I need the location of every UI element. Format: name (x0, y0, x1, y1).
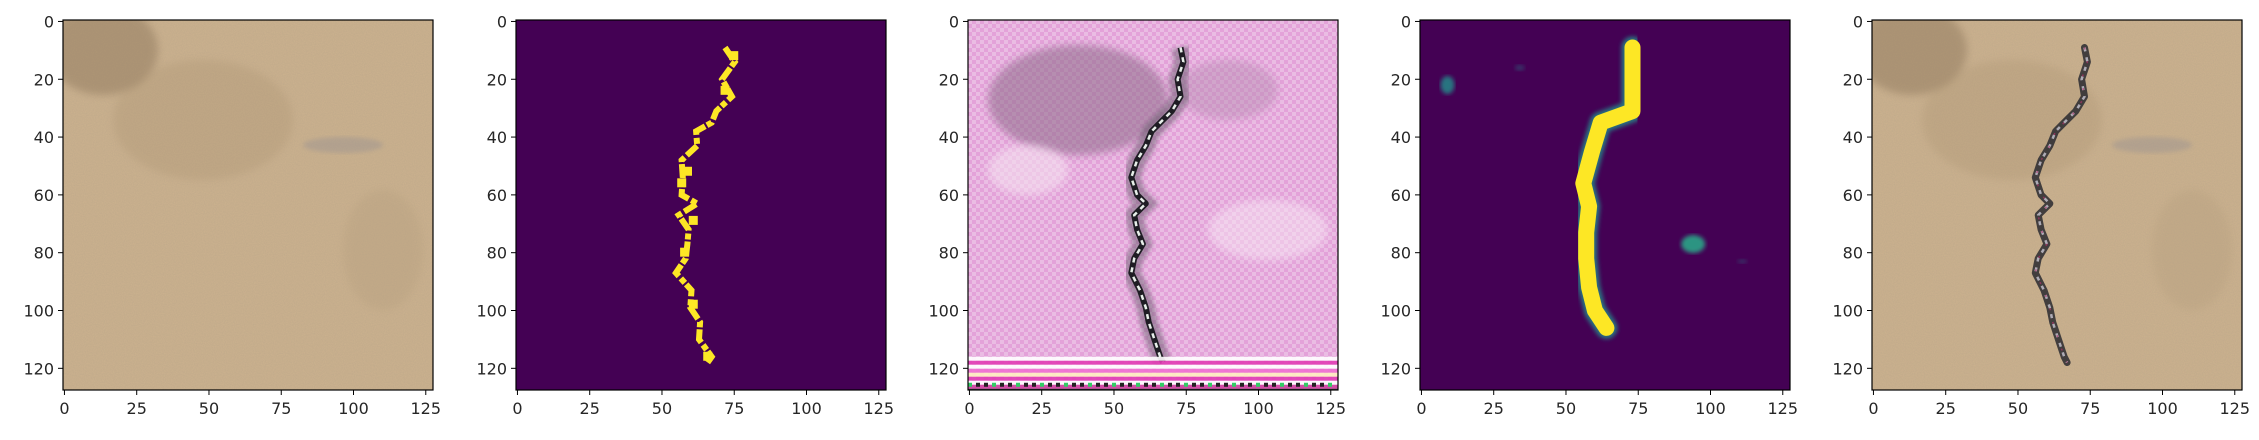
y-tick-label: 100 (476, 302, 507, 321)
x-tick-label: 25 (580, 399, 600, 418)
y-tick-label: 100 (23, 302, 54, 321)
generated-image (968, 20, 1338, 390)
x-tick-label: 25 (1936, 399, 1956, 418)
ground-truth-mask (516, 20, 886, 390)
y-tick-label: 0 (1401, 12, 1411, 31)
x-tick-label: 0 (1416, 399, 1426, 418)
x-tick-label: 100 (791, 399, 822, 418)
x-tick-label: 50 (2008, 399, 2028, 418)
y-tick-label: 80 (487, 244, 507, 263)
y-tick-label: 80 (34, 244, 54, 263)
panel-generated-image: 0 25 50 75 100 125 0 20 40 60 80 100 120 (928, 12, 1346, 418)
y-tick-label: 40 (487, 128, 507, 147)
y-tick-label: 60 (487, 186, 507, 205)
y-tick-label: 0 (44, 12, 54, 31)
y-tick-label: 40 (939, 128, 959, 147)
y-tick-label: 20 (1391, 70, 1411, 89)
axes-frame (1419, 19, 1791, 391)
y-tick-label: 40 (34, 128, 54, 147)
x-tick-label: 50 (652, 399, 672, 418)
y-tick-label: 60 (1843, 186, 1863, 205)
axes-frame (1871, 19, 2243, 391)
x-tick-label: 25 (127, 399, 147, 418)
y-tick-label: 100 (1832, 302, 1863, 321)
y-tick-label: 60 (34, 186, 54, 205)
axes-frame (62, 19, 434, 391)
y-tick-label: 120 (1832, 359, 1863, 378)
panel-predicted-mask: 0 25 50 75 100 125 0 20 40 60 80 100 120 (1380, 12, 1798, 418)
y-tick-label: 80 (939, 244, 959, 263)
x-tick-label: 100 (2147, 399, 2178, 418)
x-tick-label: 75 (271, 399, 291, 418)
x-tick-label: 50 (1104, 399, 1124, 418)
x-tick-label: 125 (864, 399, 895, 418)
predicted-mask (1420, 20, 1790, 390)
panel-input-image: 0 25 50 75 100 125 0 20 40 60 80 100 120 (23, 12, 442, 418)
y-tick-label: 20 (34, 70, 54, 89)
y-tick-label: 20 (487, 70, 507, 89)
panel-ground-truth-mask: 0 25 50 75 100 125 0 20 40 60 80 100 120 (476, 12, 894, 418)
x-tick-label: 125 (1316, 399, 1347, 418)
x-tick-label: 0 (964, 399, 974, 418)
y-tick-label: 120 (23, 359, 54, 378)
y-tick-label: 120 (476, 359, 507, 378)
x-tick-label: 50 (199, 399, 219, 418)
x-tick-label: 25 (1484, 399, 1504, 418)
x-tick-label: 100 (338, 399, 369, 418)
y-tick-label: 80 (1391, 244, 1411, 263)
y-tick-label: 120 (1380, 359, 1411, 378)
x-tick-label: 25 (1032, 399, 1052, 418)
y-tick-label: 0 (497, 12, 507, 31)
y-tick-label: 100 (1380, 302, 1411, 321)
x-tick-label: 0 (1868, 399, 1878, 418)
axes-frame (515, 19, 887, 391)
y-tick-label: 0 (949, 12, 959, 31)
y-tick-label: 100 (928, 302, 959, 321)
y-tick-label: 120 (928, 359, 959, 378)
y-tick-label: 40 (1391, 128, 1411, 147)
x-tick-label: 0 (512, 399, 522, 418)
x-tick-label: 0 (59, 399, 69, 418)
x-tick-label: 125 (2220, 399, 2251, 418)
x-tick-label: 75 (1176, 399, 1196, 418)
x-tick-label: 125 (411, 399, 442, 418)
y-tick-label: 0 (1853, 12, 1863, 31)
axes-frame (967, 19, 1339, 391)
y-tick-label: 80 (1843, 244, 1863, 263)
input-image (63, 20, 433, 390)
composited-image (1872, 20, 2242, 390)
x-tick-label: 50 (1556, 399, 1576, 418)
y-tick-label: 60 (1391, 186, 1411, 205)
x-tick-label: 75 (724, 399, 744, 418)
y-tick-label: 20 (1843, 70, 1863, 89)
panel-composited-image: 0 25 50 75 100 125 0 20 40 60 80 100 120 (1832, 12, 2251, 418)
y-tick-label: 60 (939, 186, 959, 205)
y-tick-label: 20 (939, 70, 959, 89)
y-tick-label: 40 (1843, 128, 1863, 147)
x-tick-label: 75 (1628, 399, 1648, 418)
x-tick-label: 100 (1243, 399, 1274, 418)
x-tick-label: 125 (1768, 399, 1799, 418)
x-tick-label: 100 (1695, 399, 1726, 418)
x-tick-label: 75 (2080, 399, 2100, 418)
